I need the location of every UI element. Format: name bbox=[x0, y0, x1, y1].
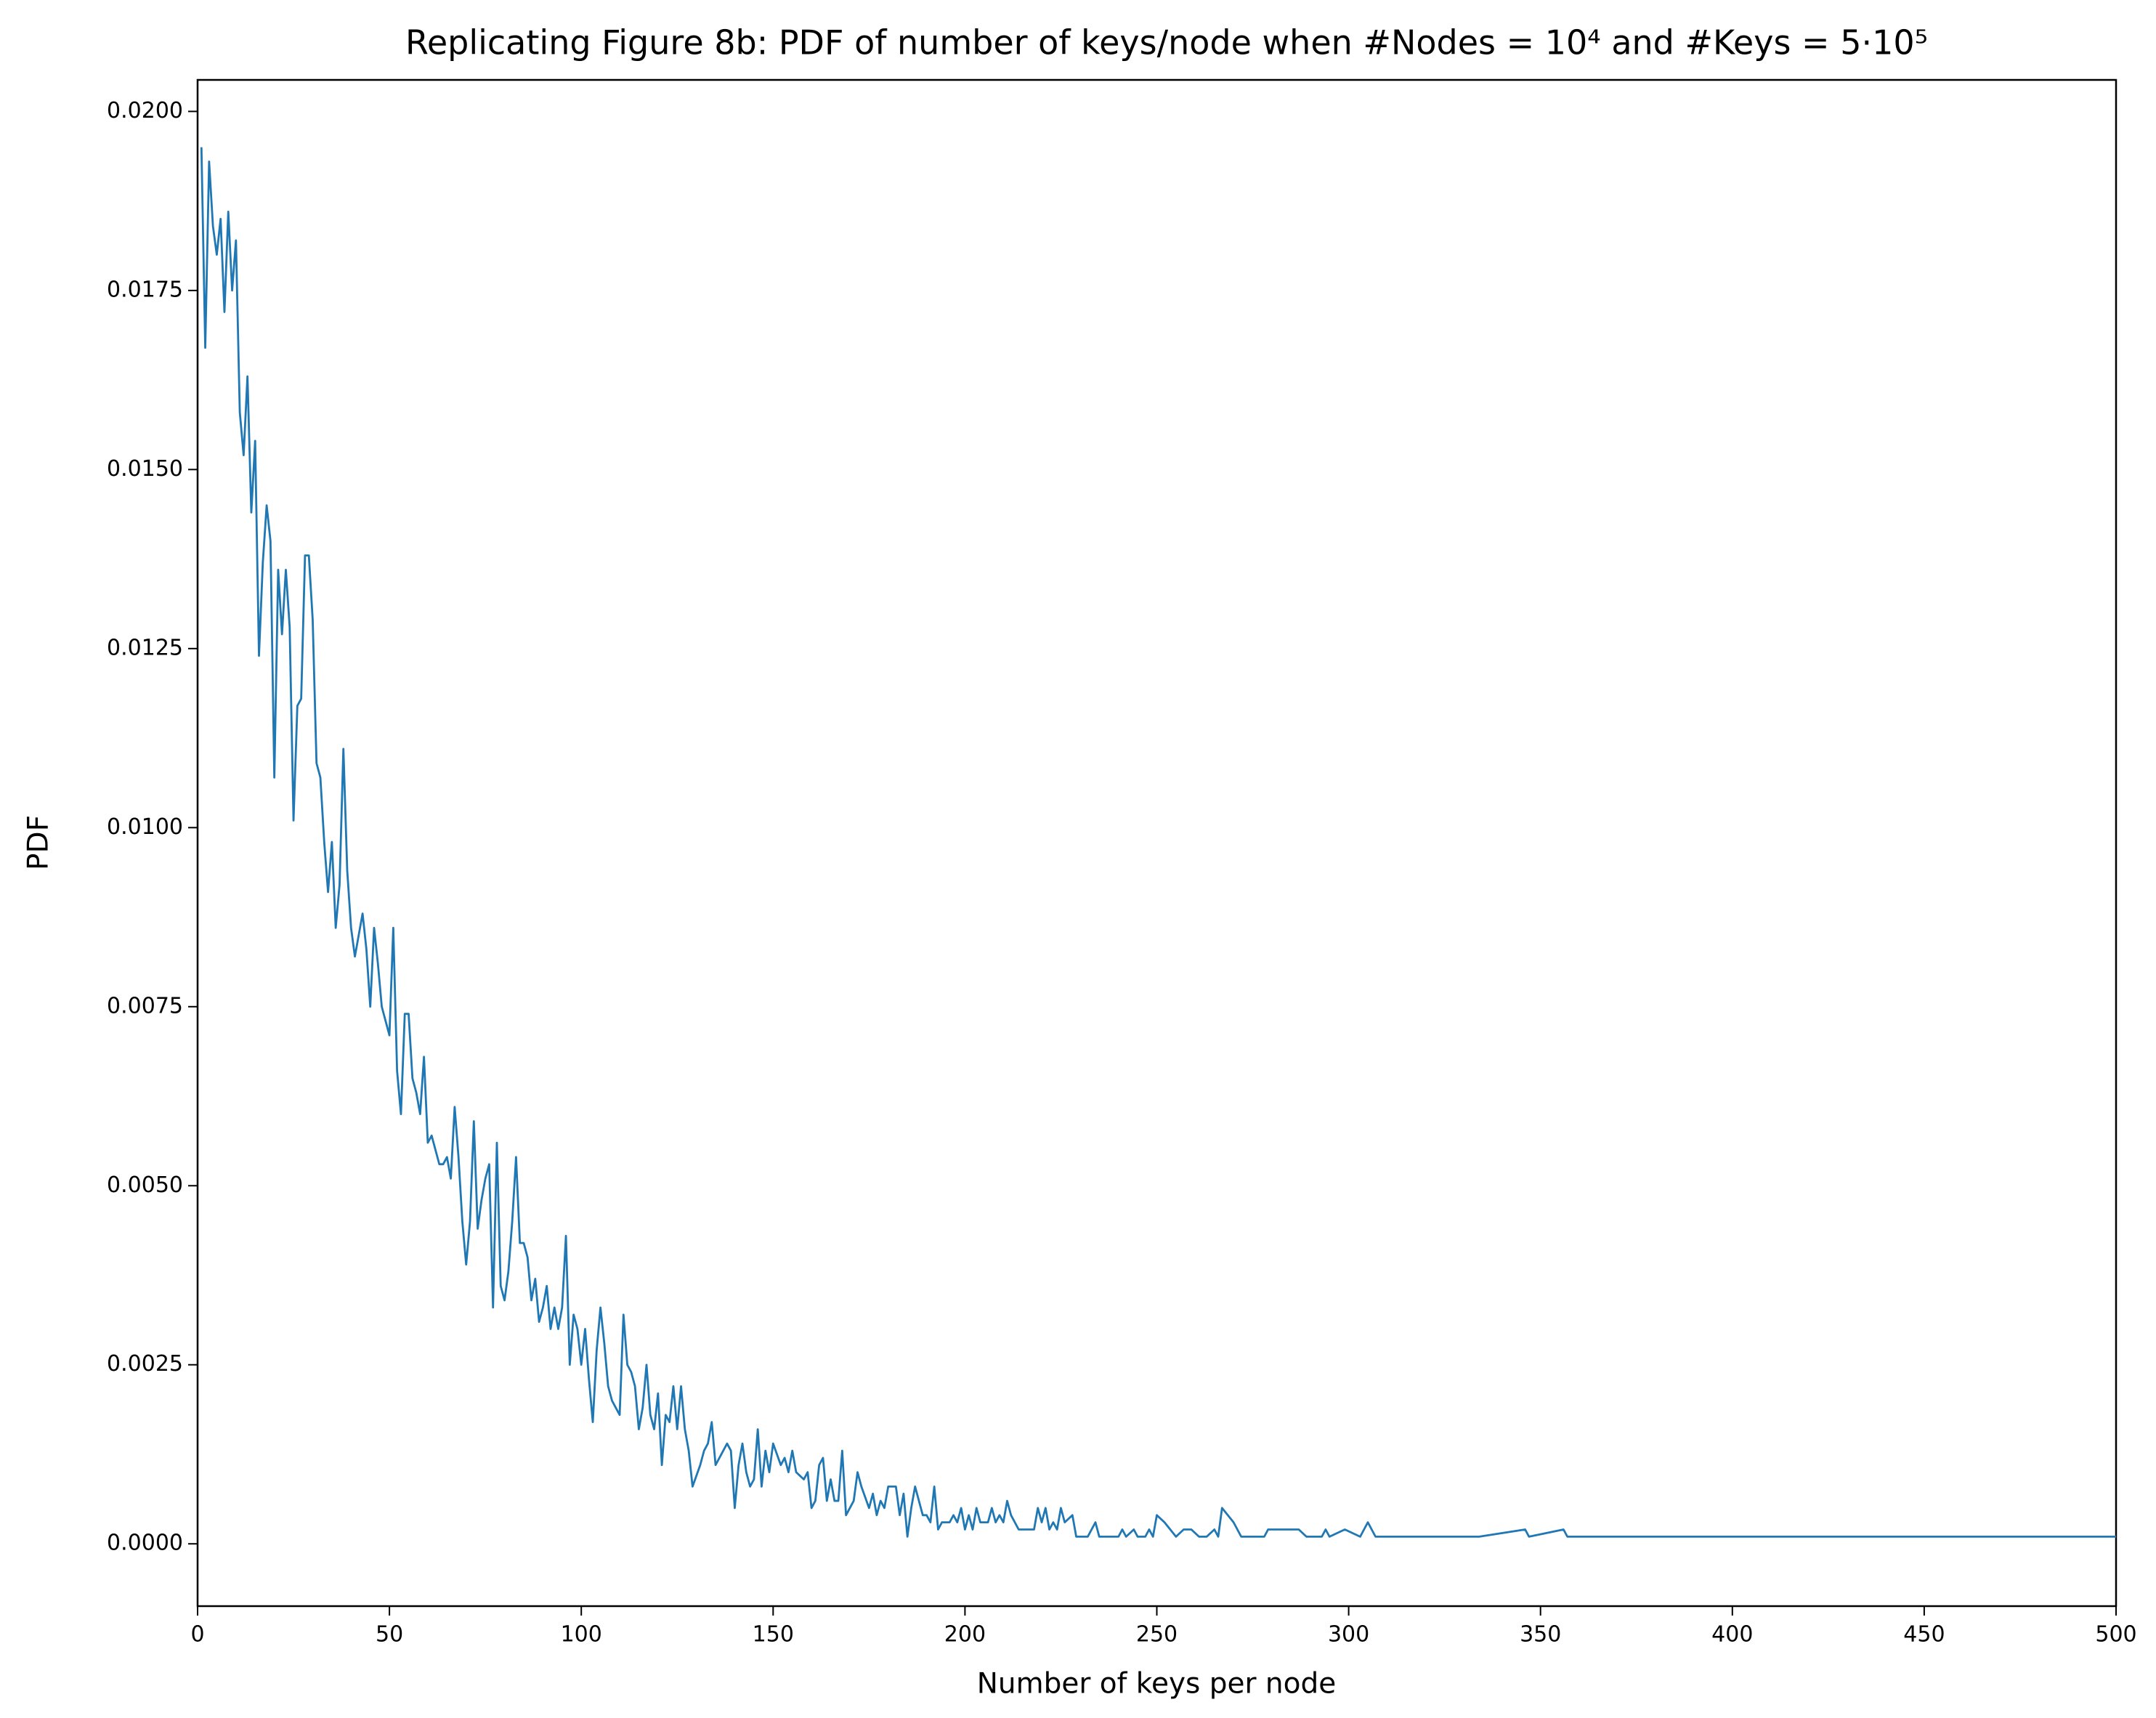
y-tick-label: 0.0075 bbox=[107, 993, 183, 1018]
x-tick-label: 200 bbox=[944, 1622, 986, 1648]
x-axis-label: Number of keys per node bbox=[977, 1668, 1337, 1701]
x-tick-label: 450 bbox=[1903, 1622, 1945, 1648]
x-tick-label: 500 bbox=[2095, 1622, 2136, 1648]
y-tick-label: 0.0100 bbox=[107, 814, 183, 840]
x-tick-label: 0 bbox=[190, 1622, 204, 1648]
x-tick-label: 50 bbox=[376, 1622, 403, 1648]
x-tick-label: 100 bbox=[561, 1622, 602, 1648]
y-tick-label: 0.0050 bbox=[107, 1172, 183, 1198]
chart-title: Replicating Figure 8b: PDF of number of … bbox=[405, 23, 1928, 62]
y-tick-label: 0.0200 bbox=[107, 98, 183, 123]
y-tick-label: 0.0025 bbox=[107, 1351, 183, 1377]
y-tick-label: 0.0175 bbox=[107, 277, 183, 302]
x-tick-label: 250 bbox=[1136, 1622, 1178, 1648]
x-tick-label: 300 bbox=[1328, 1622, 1369, 1648]
y-tick-label: 0.0125 bbox=[107, 635, 183, 660]
x-tick-label: 350 bbox=[1520, 1622, 1561, 1648]
data-line bbox=[200, 147, 2116, 1538]
x-tick-label: 150 bbox=[753, 1622, 794, 1648]
y-tick-label: 0.0150 bbox=[107, 456, 183, 482]
y-axis-label: PDF bbox=[23, 815, 55, 870]
y-tick-label: 0.0000 bbox=[107, 1531, 183, 1556]
x-tick-label: 400 bbox=[1711, 1622, 1753, 1648]
